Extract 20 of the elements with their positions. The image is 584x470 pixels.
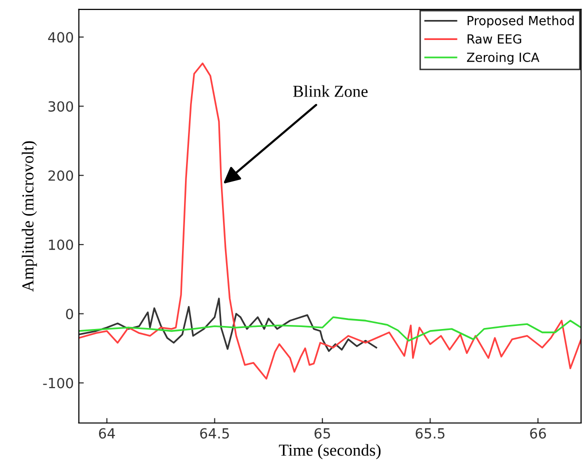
legend-label: Raw EEG xyxy=(468,34,522,44)
y-tick-label: -100 xyxy=(43,378,74,388)
x-tick-label: 64 xyxy=(98,428,115,439)
y-tick-label: 0 xyxy=(66,308,74,320)
x-tick-label: 65.5 xyxy=(416,428,444,439)
y-tick-label: 200 xyxy=(48,170,74,181)
line-series xyxy=(78,62,582,380)
legend-label: Zeroing ICA xyxy=(466,52,540,64)
y-tick-label: 300 xyxy=(48,101,74,112)
legend-label: Proposed Method xyxy=(468,16,574,28)
line-series xyxy=(78,298,378,352)
y-axis-title: Amplitude (microvolt) xyxy=(22,141,37,292)
x-axis-title: Time (seconds) xyxy=(278,444,381,460)
x-tick-label: 66 xyxy=(530,428,546,439)
x-tick-label: 65 xyxy=(314,428,330,439)
line-series xyxy=(78,316,582,342)
x-tick-label: 64.5 xyxy=(200,428,229,439)
annotation: Blink Zone xyxy=(293,85,368,97)
y-tick-label: 400 xyxy=(48,32,74,43)
y-tick-label: 100 xyxy=(48,240,74,250)
